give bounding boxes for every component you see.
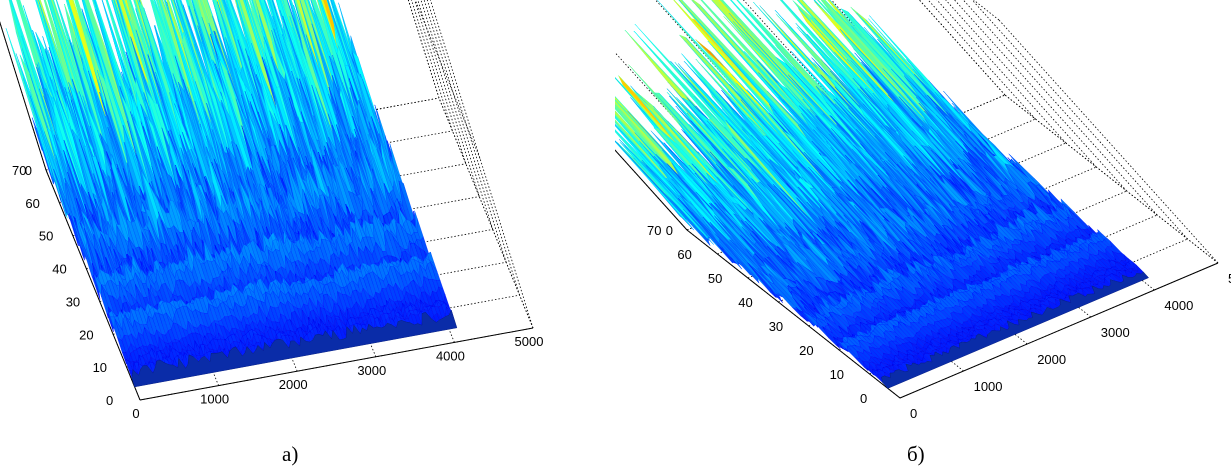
z-axis-line [0,21,47,171]
surface-plot-a: 010002000300040005000010203040506070024 … [0,0,600,474]
grid-line [426,0,520,296]
y-axis-line [45,169,141,401]
grid-line [430,0,534,329]
surface-plot-a-canvas: 010002000300040005000010203040506070024 [0,0,543,421]
x-axis-line [139,327,534,401]
surface-mesh [5,0,453,379]
grid-line [438,97,534,329]
